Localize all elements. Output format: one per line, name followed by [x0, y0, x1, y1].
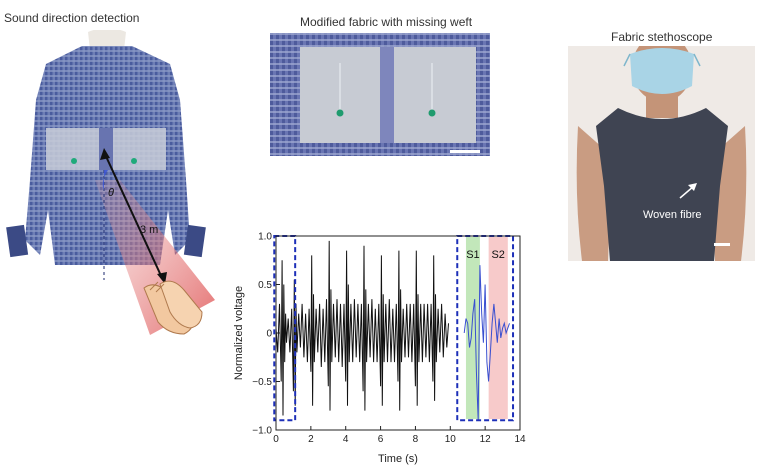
- mannequin-neck: [88, 30, 126, 50]
- x-tick-label: 0: [273, 434, 279, 445]
- face-mask: [630, 48, 694, 94]
- series-line-1: [275, 240, 449, 416]
- x-axis-label: Time (s): [378, 453, 418, 465]
- voltage-chart: S1 S2 0 2 4 6 8 10 12 14 −1.0 −0.5 0 0.5 1.0 Time (s)…: [233, 232, 526, 466]
- stethoscope-title: Fabric stethoscope: [611, 30, 713, 44]
- woven-fibre-label: Woven fibre: [643, 209, 702, 221]
- series-line-2: [463, 265, 510, 421]
- shirt-illustration: θ 3 m: [6, 30, 215, 335]
- y-tick-label: −1.0: [252, 426, 272, 437]
- y-tick-label: 0.5: [258, 280, 272, 291]
- x-tick-label: 10: [445, 434, 457, 445]
- scale-bar: [450, 150, 480, 153]
- clapping-hands-icon: [143, 280, 203, 335]
- region-label-s2: S2: [491, 249, 504, 261]
- x-tick-label: 6: [378, 434, 384, 445]
- x-tick-label: 8: [413, 434, 419, 445]
- black-shirt: [596, 108, 728, 261]
- y-tick-label: 0: [266, 329, 272, 340]
- direction-arrow: [103, 151, 164, 281]
- y-tick-label: −0.5: [252, 377, 272, 388]
- modified-fabric-title: Modified fabric with missing weft: [300, 15, 473, 29]
- theta-label: θ: [108, 187, 114, 199]
- stethoscope-photo: Woven fibre: [568, 46, 755, 261]
- x-tick-label: 2: [308, 434, 314, 445]
- x-tick-label: 14: [514, 434, 526, 445]
- x-tick-label: 12: [480, 434, 492, 445]
- y-tick-label: 1.0: [258, 232, 272, 243]
- x-tick-label: 4: [343, 434, 349, 445]
- scale-bar: [714, 243, 730, 246]
- distance-label: 3 m: [140, 224, 158, 236]
- region-label-s1: S1: [466, 249, 479, 261]
- modified-fabric-photo: [270, 33, 490, 156]
- y-axis-label: Normalized voltage: [233, 286, 245, 380]
- sound-direction-title: Sound direction detection: [4, 11, 140, 25]
